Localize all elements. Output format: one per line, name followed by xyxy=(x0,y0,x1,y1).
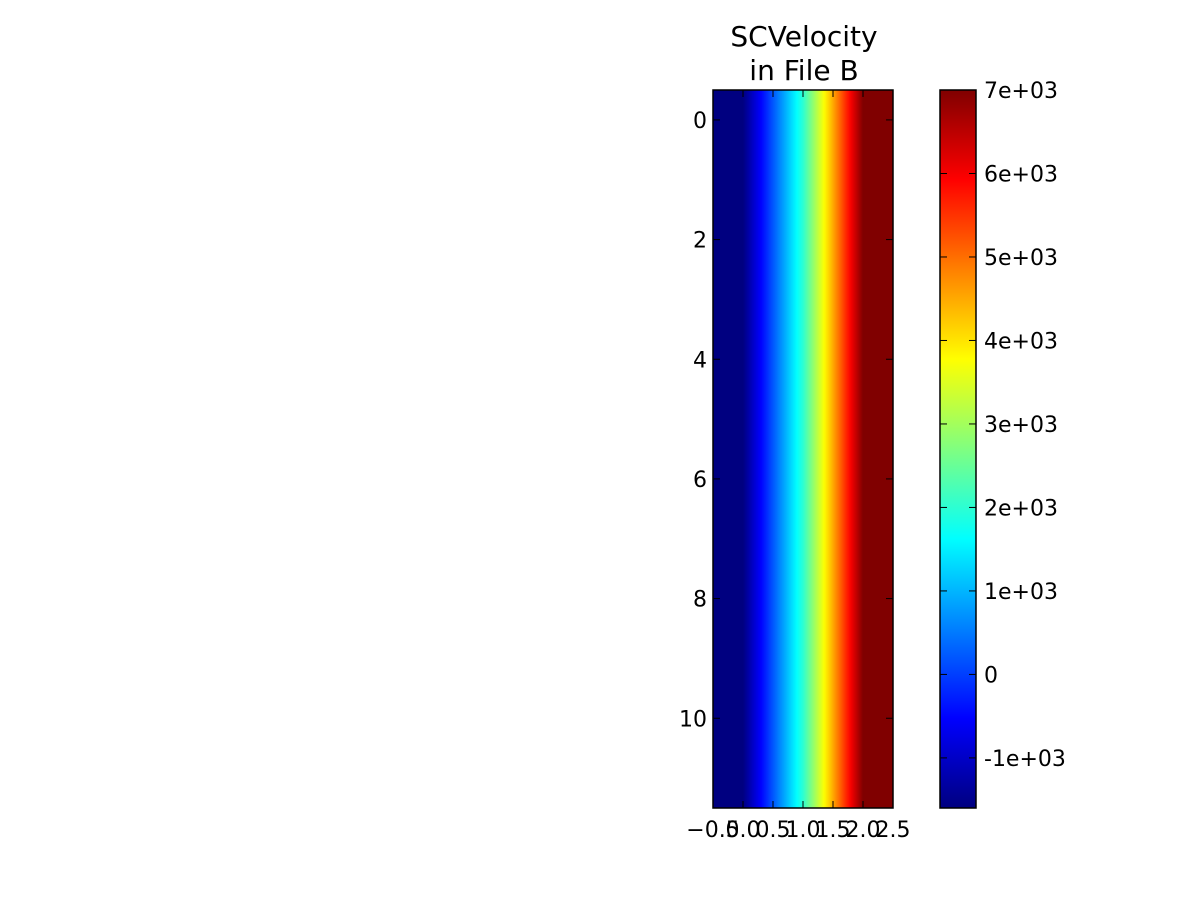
colorbar-tick-label: 4e+03 xyxy=(984,329,1058,354)
y-axis: 0 2 4 6 8 10 xyxy=(679,109,893,732)
colorbar-tick-label: 0 xyxy=(984,663,998,688)
y-tick-label: 8 xyxy=(693,588,707,613)
colorbar-tick-label: 7e+03 xyxy=(984,79,1058,104)
y-tick-label: 0 xyxy=(693,109,707,134)
colorbar-tick-label: 6e+03 xyxy=(984,162,1058,187)
chart-title-line-1: SCVelocity xyxy=(730,20,877,53)
colorbar-tick-label: 2e+03 xyxy=(984,496,1058,521)
x-tick-label: 2.0 xyxy=(846,818,881,843)
x-axis: −0.50.00.51.01.52.02.5 xyxy=(686,90,911,843)
heatmap-image xyxy=(713,90,893,808)
colorbar: -1e+03 0 1e+03 2e+03 3e+03 4e+03 5e+03 6e+03 7e+… xyxy=(939,79,1066,809)
y-tick-label: 4 xyxy=(693,348,707,373)
x-tick-label: 0.5 xyxy=(756,818,791,843)
colorbar-gradient xyxy=(939,89,977,809)
y-tick-label: 10 xyxy=(679,707,707,732)
colorbar-tick-label: 3e+03 xyxy=(984,413,1058,438)
x-tick-label: 2.5 xyxy=(876,818,911,843)
x-tick-label: 1.5 xyxy=(816,818,851,843)
chart-title-line-2: in File B xyxy=(749,54,858,87)
y-tick-label: 2 xyxy=(693,229,707,254)
chart-title: SCVelocity in File B xyxy=(730,20,877,87)
x-tick-label: 0.0 xyxy=(726,818,761,843)
colorbar-tick-label: 5e+03 xyxy=(984,246,1058,271)
x-tick-label: −0.5 xyxy=(686,818,739,843)
colorbar-tick-label: -1e+03 xyxy=(984,747,1066,772)
heatmap xyxy=(712,89,894,809)
y-tick-label: 6 xyxy=(693,468,707,493)
x-tick-label: 1.0 xyxy=(786,818,821,843)
colorbar-tick-label: 1e+03 xyxy=(984,580,1058,605)
